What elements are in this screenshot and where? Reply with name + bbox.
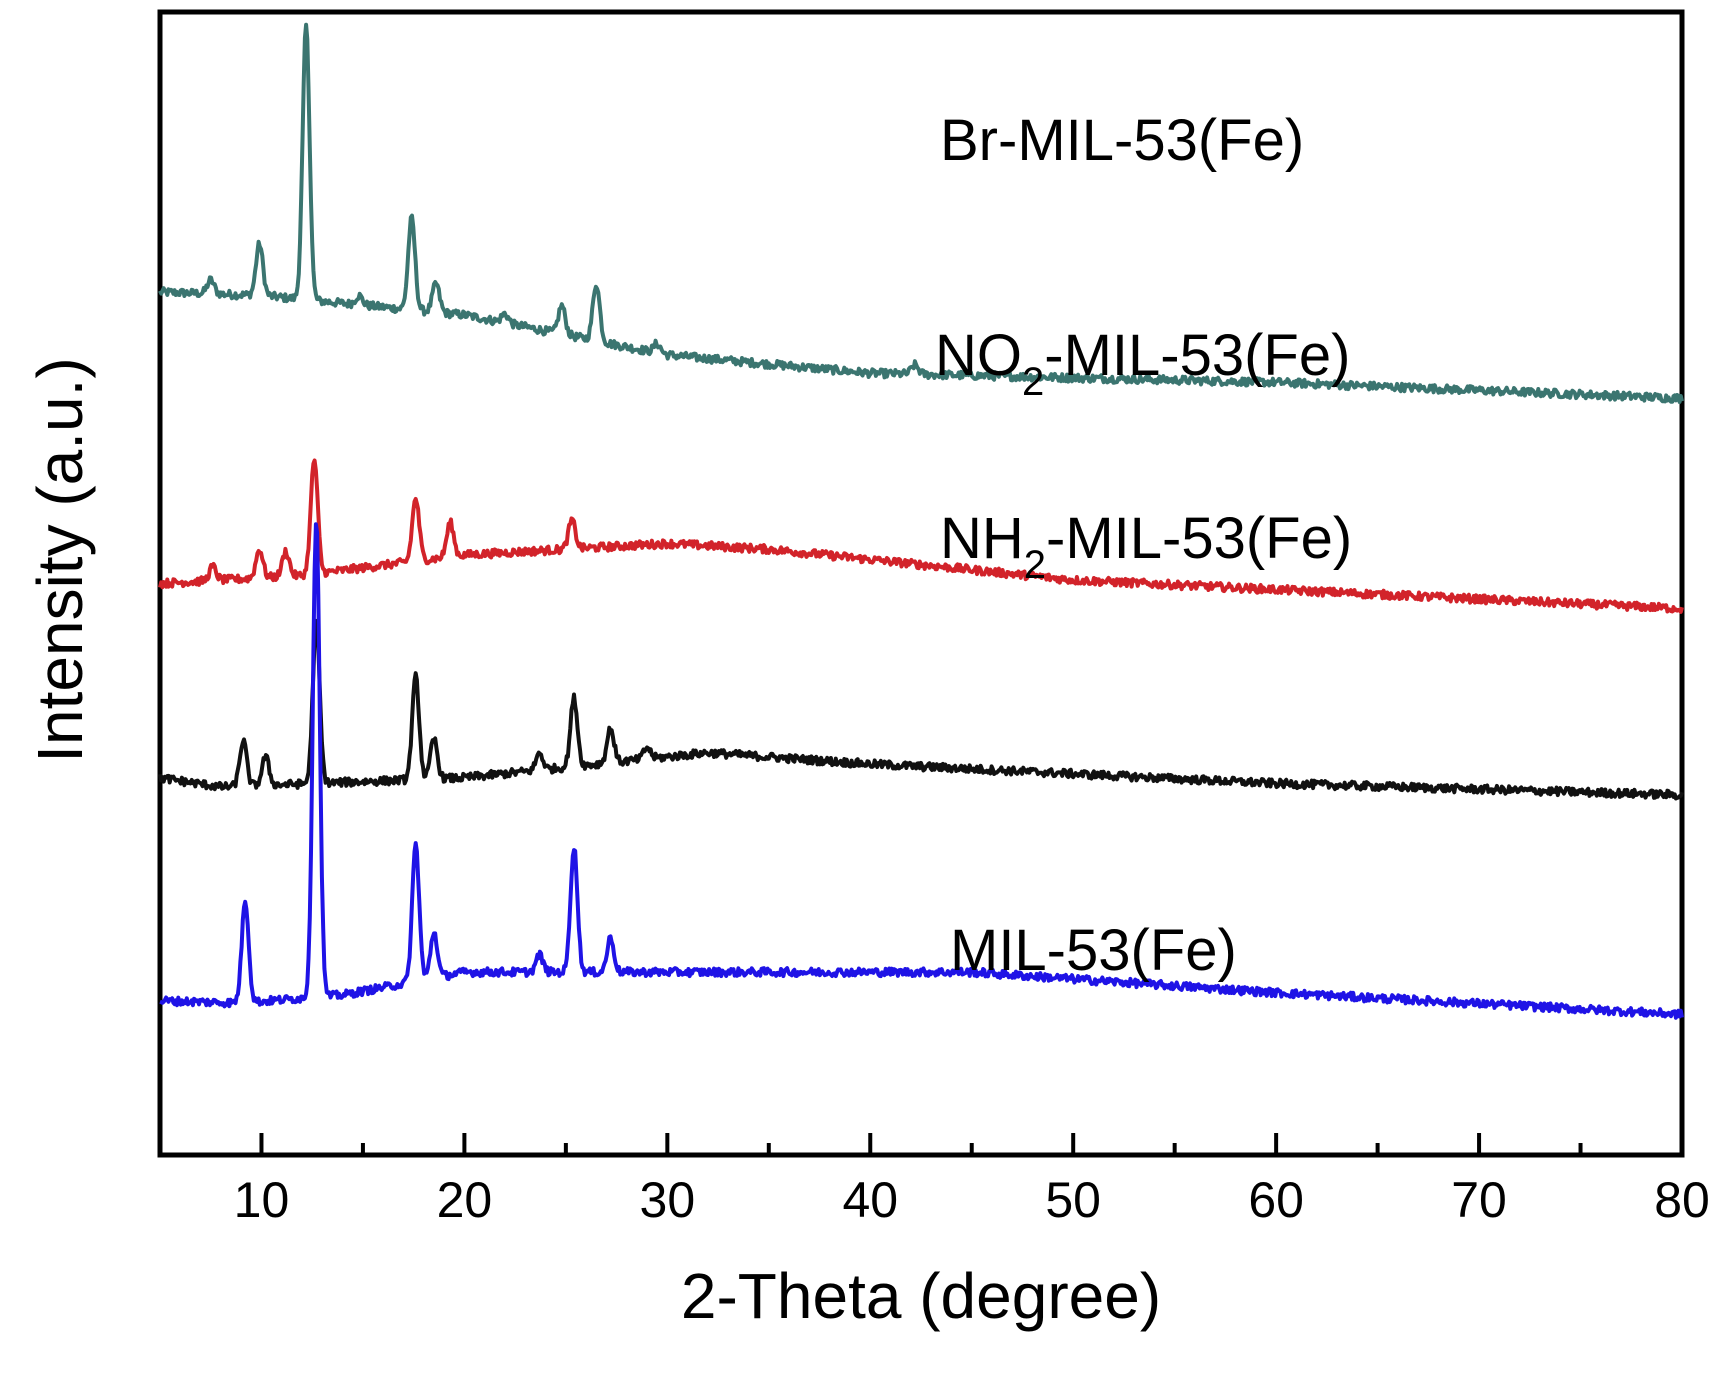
series-label: MIL-53(Fe) (950, 918, 1237, 983)
x-axis-ticks (158, 1133, 1684, 1155)
x-tick-label: 50 (1045, 1172, 1101, 1228)
x-tick-label: 70 (1451, 1172, 1507, 1228)
x-tick-label: 30 (640, 1172, 696, 1228)
x-axis-tick-labels: 10 20 30 40 50 60 70 80 (234, 1172, 1710, 1228)
series-line (158, 618, 1684, 801)
x-tick-label: 20 (437, 1172, 493, 1228)
x-tick-label: 60 (1248, 1172, 1304, 1228)
series-layer (158, 22, 1684, 1020)
x-tick-label: 80 (1654, 1172, 1710, 1228)
x-axis-title: 2-Theta (degree) (681, 1260, 1161, 1332)
x-tick-label: 40 (842, 1172, 898, 1228)
x-tick-label: 10 (234, 1172, 290, 1228)
series-label: Br-MIL-53(Fe) (940, 108, 1304, 173)
series-line (158, 458, 1684, 614)
series-line (159, 522, 1684, 1020)
y-axis-title: Intensity (a.u.) (24, 357, 96, 763)
series-line (158, 22, 1684, 404)
series-label: NH2-MIL-53(Fe) (940, 506, 1352, 587)
series-labels: Br-MIL-53(Fe) NO2-MIL-53(Fe) NH2-MIL-53(Fe… (935, 108, 1352, 983)
series-label: NO2-MIL-53(Fe) (935, 323, 1350, 404)
